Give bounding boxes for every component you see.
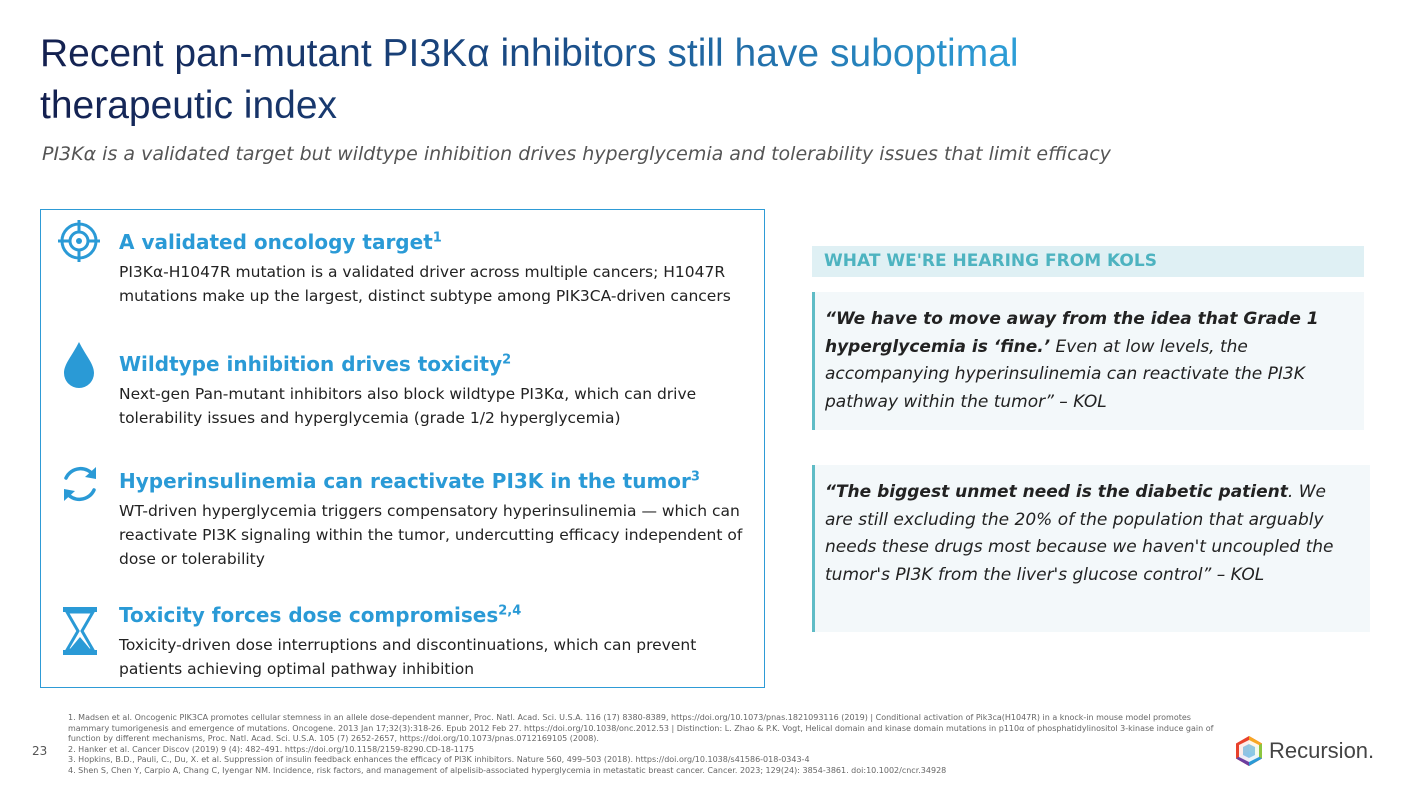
footnote: 3. Hopkins, B.D., Pauli, C., Du, X. et a…	[68, 755, 810, 764]
quote-rest: Even at low levels, the accompanying hyp…	[825, 336, 1305, 412]
target-icon	[58, 220, 100, 262]
point-heading: Toxicity forces dose compromises2,4	[119, 603, 749, 627]
point-body: PI3Kα-H1047R mutation is a validated dri…	[119, 263, 731, 305]
logo: Recursion.	[1233, 735, 1374, 771]
footnote: 1. Madsen et al. Oncogenic PIK3CA promot…	[68, 713, 1214, 743]
point-heading: A validated oncology target1	[119, 230, 759, 254]
quote-bold: “The biggest unmet need is the diabetic …	[825, 482, 1288, 502]
heading-text: Hyperinsulinemia can reactivate PI3K in …	[119, 469, 691, 493]
point: Hyperinsulinemia can reactivate PI3K in …	[119, 469, 749, 571]
logo-text: Recursion.	[1269, 738, 1375, 763]
point: Toxicity forces dose compromises2,4 Toxi…	[119, 603, 749, 681]
point-body: WT-driven hyperglycemia triggers compens…	[119, 502, 743, 568]
subtitle: PI3Kα is a validated target but wildtype…	[42, 143, 1111, 165]
hourglass-icon	[63, 607, 97, 655]
footnote: 2. Hanker et al. Cancer Discov (2019) 9 …	[68, 744, 475, 754]
heading-text: A validated oncology target	[119, 230, 433, 254]
footnotes: 1. Madsen et al. Oncogenic PIK3CA promot…	[68, 713, 1228, 776]
cycle-icon	[64, 466, 96, 502]
points-box	[40, 209, 765, 688]
ref: 2	[502, 352, 512, 368]
title: Recent pan-mutant PI3Kα inhibitors still…	[40, 28, 1220, 132]
footnote: 4. Shen S, Chen Y, Carpio A, Chang C, Iy…	[68, 765, 947, 775]
point: Wildtype inhibition drives toxicity2 Nex…	[119, 352, 759, 430]
point: A validated oncology target1 PI3Kα-H1047…	[119, 230, 759, 308]
point-body: Toxicity-driven dose interruptions and d…	[119, 636, 697, 678]
ref: 1	[432, 230, 442, 246]
heading-text: Toxicity forces dose compromises	[119, 603, 499, 627]
ref: 2,4	[498, 603, 522, 619]
point-body: Next-gen Pan-mutant inhibitors also bloc…	[119, 385, 697, 427]
drop-icon	[64, 342, 94, 388]
kol-heading: WHAT WE'RE HEARING FROM KOLS	[812, 246, 1364, 277]
page-number: 23	[32, 744, 48, 758]
point-heading: Hyperinsulinemia can reactivate PI3K in …	[119, 469, 749, 493]
point-heading: Wildtype inhibition drives toxicity2	[119, 352, 759, 376]
heading-text: Wildtype inhibition drives toxicity	[119, 352, 503, 376]
quote-bold: “We have to move away from the idea that…	[825, 309, 1319, 357]
quote: “We have to move away from the idea that…	[812, 292, 1364, 430]
quote: “The biggest unmet need is the diabetic …	[812, 465, 1370, 632]
ref: 3	[690, 469, 700, 485]
quote-rest: . We are still excluding the 20% of the …	[825, 482, 1334, 585]
logo-mark	[1236, 736, 1262, 766]
